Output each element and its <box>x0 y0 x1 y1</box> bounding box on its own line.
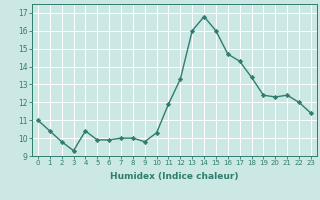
X-axis label: Humidex (Indice chaleur): Humidex (Indice chaleur) <box>110 172 239 181</box>
